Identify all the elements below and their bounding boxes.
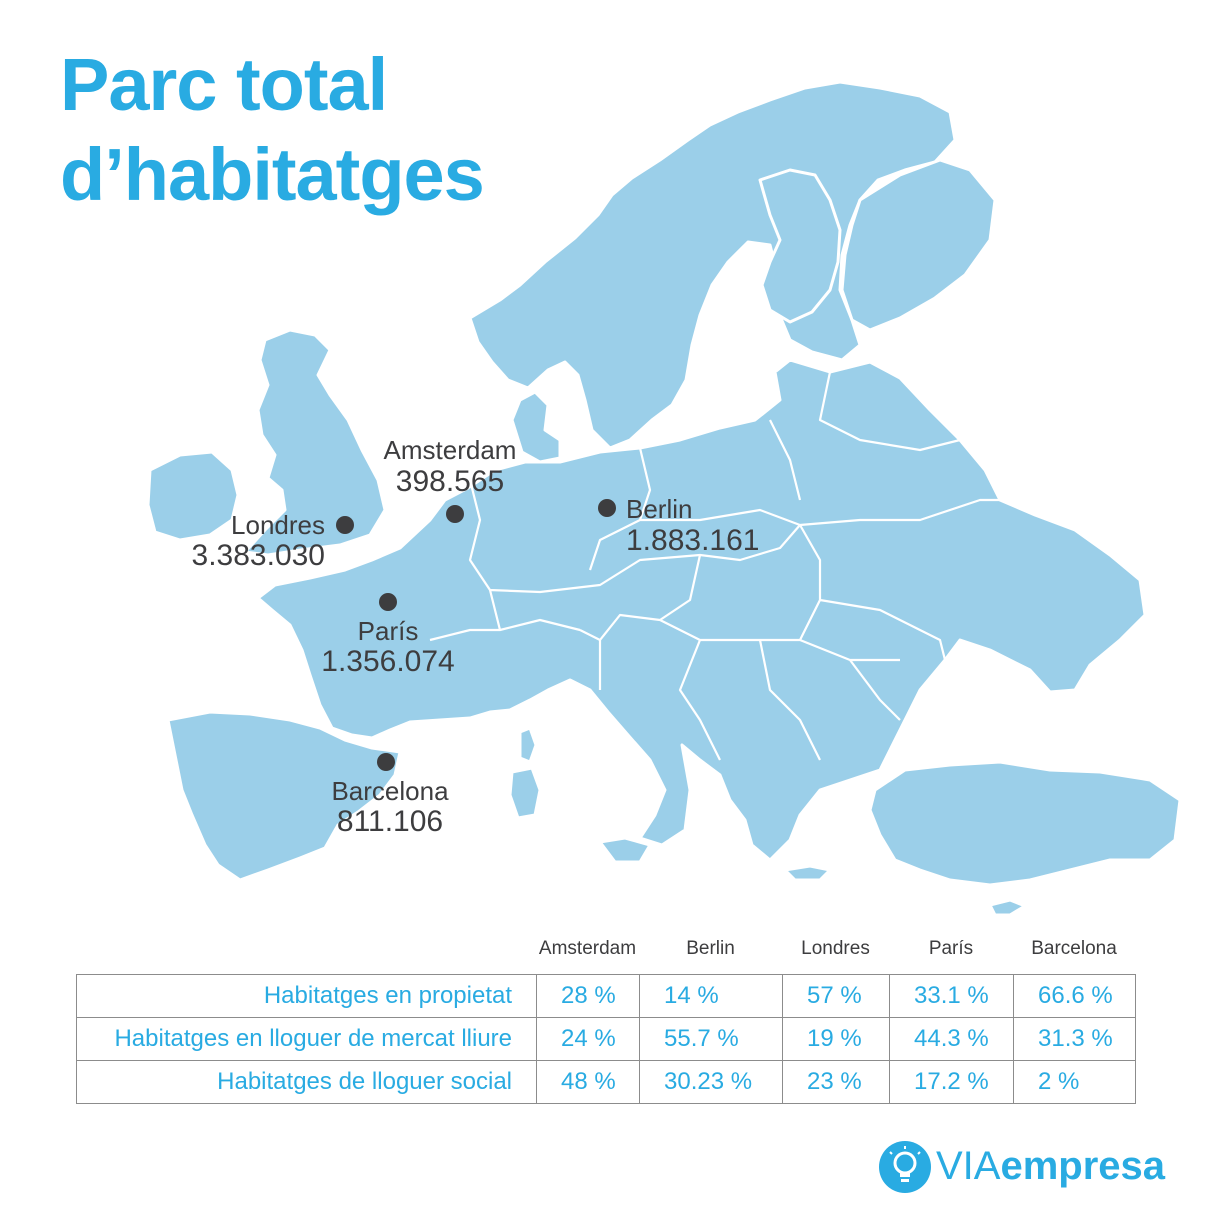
table-cell: 33.1 % (889, 974, 1014, 1018)
city-dot-berlin (598, 499, 616, 517)
europe-map: Amsterdam 398.565 Berlin 1.883.161 Londr… (146, 80, 1182, 917)
title-line-2: d’habitatges (60, 133, 485, 216)
table-column-headers: Amsterdam Berlin Londres París Barcelona (0, 938, 1222, 968)
table-cell: 24 % (536, 1017, 640, 1061)
table-cell: 30.23 % (639, 1060, 783, 1104)
table-cell: 23 % (782, 1060, 890, 1104)
border-lines (429, 371, 1000, 761)
housing-stats-table: Habitatges en propietat 28 % 14 % 57 % 3… (76, 974, 1136, 1104)
city-dot-barcelona (377, 753, 395, 771)
row-label: Habitatges en lloguer de mercat lliure (76, 1017, 537, 1061)
table-row: Habitatges de lloguer social 48 % 30.23 … (76, 1060, 1136, 1104)
region-denmark (510, 390, 562, 464)
city-name-amsterdam: Amsterdam (384, 435, 517, 465)
column-header-londres: Londres (801, 938, 870, 959)
table-cell: 55.7 % (639, 1017, 783, 1061)
city-value-paris: 1.356.074 (321, 645, 454, 678)
logo-empresa: empresa (1000, 1144, 1166, 1188)
region-continent (256, 358, 1147, 862)
city-marker-paris: París 1.356.074 (321, 593, 455, 678)
viaempresa-logo: VIAempresa (878, 1140, 1165, 1194)
table-cell: 66.6 % (1013, 974, 1136, 1018)
table-row: Habitatges en propietat 28 % 14 % 57 % 3… (76, 974, 1136, 1018)
page-title: Parc total d’habitatges (60, 40, 485, 220)
region-ireland (146, 450, 240, 542)
row-label: Habitatges en propietat (76, 974, 537, 1018)
city-name-paris: París (358, 616, 419, 646)
region-sicily (598, 836, 652, 864)
region-great-britain (243, 328, 387, 557)
region-corsica (518, 726, 538, 764)
table-cell: 28 % (536, 974, 640, 1018)
column-header-berlin: Berlin (686, 938, 735, 959)
city-name-barcelona: Barcelona (331, 776, 449, 806)
table-cell: 14 % (639, 974, 783, 1018)
region-sardinia (508, 766, 542, 820)
city-marker-londres: Londres 3.383.030 (192, 510, 354, 572)
table-cell: 2 % (1013, 1060, 1136, 1104)
region-cyprus (988, 898, 1027, 917)
row-label: Habitatges de lloguer social (76, 1060, 537, 1104)
region-crete (783, 864, 832, 882)
city-value-amsterdam: 398.565 (396, 465, 504, 498)
region-turkey (868, 760, 1182, 887)
city-value-berlin: 1.883.161 (626, 524, 759, 557)
table-row: Habitatges en lloguer de mercat lliure 2… (76, 1017, 1136, 1061)
city-marker-amsterdam: Amsterdam 398.565 (384, 435, 517, 523)
lightbulb-icon (879, 1141, 931, 1193)
table-cell: 44.3 % (889, 1017, 1014, 1061)
region-finland (758, 168, 842, 324)
table-cell: 57 % (782, 974, 890, 1018)
table-cell: 19 % (782, 1017, 890, 1061)
city-name-berlin: Berlin (626, 494, 692, 524)
table-cell: 31.3 % (1013, 1017, 1136, 1061)
column-header-amsterdam: Amsterdam (538, 938, 637, 959)
city-dot-paris (379, 593, 397, 611)
region-scandinavia (468, 80, 957, 450)
region-iberia (166, 710, 402, 882)
city-dot-amsterdam (446, 505, 464, 523)
table-cell: 48 % (536, 1060, 640, 1104)
city-value-londres: 3.383.030 (192, 539, 325, 572)
column-header-barcelona: Barcelona (1031, 938, 1117, 959)
city-name-londres: Londres (231, 510, 325, 540)
title-line-1: Parc total (60, 43, 388, 126)
city-value-barcelona: 811.106 (337, 805, 443, 838)
table-cell: 17.2 % (889, 1060, 1014, 1104)
logo-wordmark: VIAempresa (936, 1144, 1165, 1189)
city-marker-berlin: Berlin 1.883.161 (598, 494, 759, 557)
region-russia-nw (840, 158, 997, 332)
logo-via: VIA (936, 1144, 1001, 1188)
city-dot-londres (336, 516, 354, 534)
city-marker-barcelona: Barcelona 811.106 (331, 753, 449, 838)
column-header-paris: París (928, 938, 974, 959)
